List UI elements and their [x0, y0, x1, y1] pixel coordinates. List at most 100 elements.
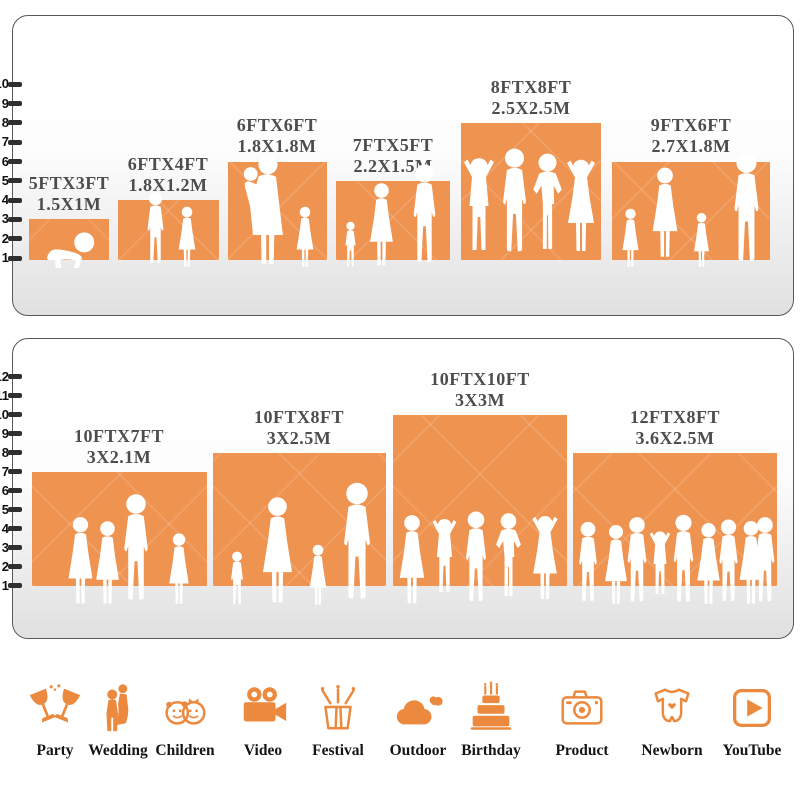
size-bar-6x4 [118, 200, 219, 260]
ruler-tick [8, 431, 22, 436]
ruler-label: 6 [1, 482, 9, 498]
children-icon [165, 698, 206, 725]
category-label: Festival [312, 742, 364, 759]
ruler-tick [8, 139, 22, 145]
category-item-wedding: Wedding [68, 660, 168, 760]
ruler-label: 2 [1, 558, 9, 574]
category-item-video: Video [213, 660, 313, 760]
size-bar-label: 9FTX6FT 2.7X1.8M [616, 115, 766, 157]
ruler-tick [8, 545, 22, 550]
youtube-icon [733, 689, 771, 727]
size-ft: 10FTX10FT [430, 369, 530, 389]
ruler-tick [8, 393, 22, 398]
ruler-label: 8 [1, 115, 9, 130]
people-silhouette-family-four [622, 152, 759, 267]
size-ft: 6FTX4FT [127, 154, 209, 174]
ruler-label: 9 [1, 96, 9, 111]
birthday-icon [470, 681, 512, 730]
ruler-label: 8 [1, 444, 9, 460]
category-label: Wedding [88, 742, 148, 759]
size-bar-label: 8FTX8FT 2.5X2.5M [456, 77, 606, 119]
size-ft: 9FTX6FT [650, 115, 732, 135]
category-item-product: Product [532, 660, 632, 760]
ruler-tick [8, 197, 22, 203]
ruler-label: 5 [1, 501, 9, 517]
ruler-label: 3 [1, 539, 9, 555]
ruler-label: 3 [1, 211, 9, 226]
festival-icon [320, 685, 356, 730]
size-m: 3.6X2.5M [635, 428, 715, 448]
ruler-tick [8, 488, 22, 493]
category-label: Newborn [641, 742, 703, 759]
category-label: Video [243, 742, 283, 759]
size-ft: 10FTX8FT [253, 407, 344, 427]
category-label: Children [155, 742, 215, 759]
category-label: Party [36, 742, 74, 759]
size-bar-label: 10FTX7FT 3X2.1M [44, 426, 194, 468]
party-icon [29, 684, 81, 723]
ruler-label: 4 [1, 520, 9, 536]
ruler-label: 9 [1, 425, 9, 441]
ruler-label: 10 [0, 76, 9, 91]
ruler-tick [8, 507, 22, 512]
size-m: 2.2X1.5M [353, 156, 433, 176]
ruler-label: 6 [1, 154, 9, 169]
category-item-festival: Festival [288, 660, 388, 760]
size-bar-label: 12FTX8FT 3.6X2.5M [600, 407, 750, 449]
ruler-label: 1 [1, 250, 9, 265]
ruler-tick [8, 564, 22, 569]
size-m: 1.5X1M [36, 194, 102, 214]
category-label: YouTube [722, 742, 782, 759]
ruler-tick [8, 159, 22, 164]
ruler-tick [8, 412, 22, 417]
ruler-tick [8, 469, 22, 474]
ruler-label: 7 [1, 463, 9, 479]
size-ft: 5FTX3FT [28, 173, 110, 193]
people-silhouette-family-three [345, 164, 436, 267]
category-item-newborn: Newborn [622, 660, 722, 760]
ruler-tick [8, 81, 22, 87]
ruler-label: 12 [0, 368, 9, 384]
ruler-tick [8, 374, 22, 379]
size-ft: 10FTX7FT [73, 426, 164, 446]
ruler-tick [8, 120, 22, 126]
people-silhouette-family-holding-hands [231, 482, 370, 605]
size-m: 3X2.5M [266, 428, 332, 448]
ruler-tick [8, 583, 22, 588]
size-m: 2.5X2.5M [491, 98, 571, 118]
people-silhouette-baby [47, 232, 95, 269]
category-item-children: Children [135, 660, 235, 760]
size-bar-label: 5FTX3FT 1.5X1M [0, 173, 144, 215]
size-bar-label: 6FTX6FT 1.8X1.8M [202, 115, 352, 157]
people-silhouette-family [68, 494, 189, 604]
ruler-tick [8, 178, 22, 184]
ruler-tick [8, 526, 22, 531]
category-item-party: Party [5, 660, 105, 760]
category-label: Birthday [461, 742, 521, 759]
size-bar-label: 6FTX4FT 1.8X1.2M [93, 154, 243, 196]
size-m: 1.8X1.8M [237, 136, 317, 156]
people-silhouette-group-posing [399, 511, 558, 604]
people-silhouette-mother-child [243, 155, 314, 267]
ruler-label: 11 [0, 387, 9, 403]
people-silhouette-crowd [579, 514, 775, 604]
size-m: 3X2.1M [86, 447, 152, 467]
category-item-youtube: YouTube [702, 660, 800, 760]
people-silhouette-four-adults [464, 148, 595, 252]
ruler-tick [8, 255, 22, 261]
size-m: 2.7X1.8M [651, 136, 731, 156]
people-silhouette-two-kids [147, 192, 196, 267]
category-item-birthday: Birthday [441, 660, 541, 760]
wedding-icon [106, 684, 129, 732]
category-item-outdoor: Outdoor [368, 660, 468, 760]
outdoor-icon [396, 696, 443, 725]
ruler-label: 10 [0, 406, 9, 422]
category-label: Product [555, 742, 609, 759]
newborn-icon [654, 688, 690, 723]
ruler-tick [8, 216, 22, 222]
size-ft: 8FTX8FT [490, 77, 572, 97]
ruler-label: 2 [1, 231, 9, 246]
size-bar-label: 7FTX5FT 2.2X1.5M [318, 135, 468, 177]
product-icon [561, 690, 603, 725]
